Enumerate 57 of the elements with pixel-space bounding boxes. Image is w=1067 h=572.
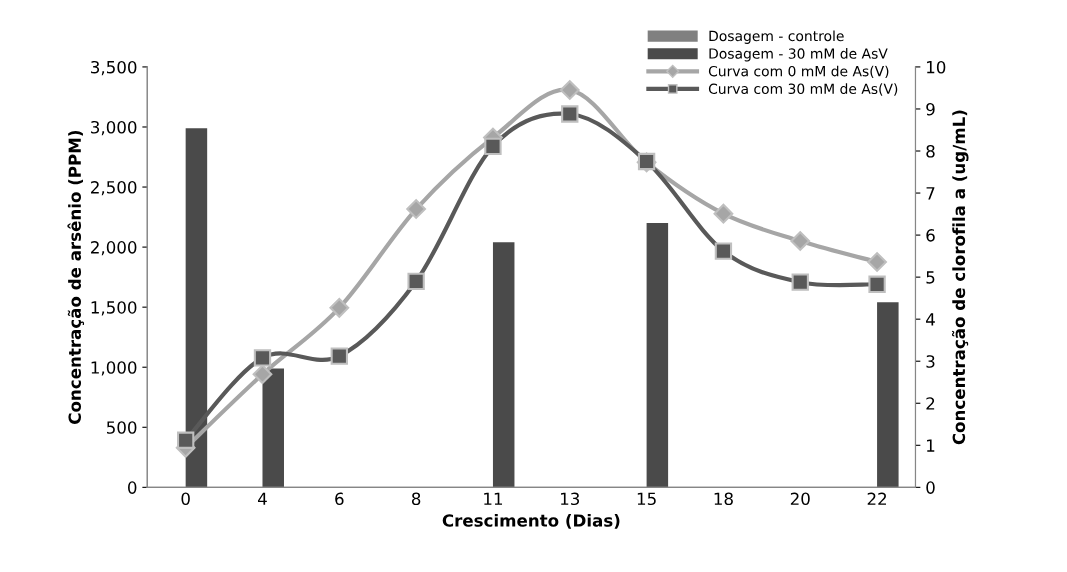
- y2-tick-label: 5: [926, 271, 935, 284]
- y2-tick-label: 9: [926, 102, 935, 116]
- legend-label: Dosagem - controle: [709, 30, 844, 44]
- y-tick-label: 0: [128, 481, 137, 494]
- x-tick-label: 20: [790, 492, 810, 506]
- y-tick-label: 1,500: [91, 301, 137, 316]
- y-axis-title: Concentração de arsênio (PPM): [67, 130, 85, 424]
- legend-label: Dosagem - 30 mM de AsV: [709, 48, 888, 62]
- point: [790, 231, 811, 251]
- point: [559, 80, 580, 100]
- x-axis-title: Crescimento (Dias): [442, 513, 620, 529]
- y2-tick-label: 3: [926, 355, 935, 368]
- x-tick-label: 13: [561, 492, 580, 506]
- x-tick-label: 11: [484, 492, 503, 505]
- point: [407, 272, 425, 291]
- point: [713, 203, 734, 224]
- y-tick-label: 3,500: [91, 60, 137, 76]
- point: [252, 364, 273, 385]
- legend-label: Curva com 30 mM de As(V): [708, 83, 898, 96]
- point: [867, 252, 887, 272]
- y-tick-label: 1,000: [91, 361, 137, 376]
- point: [714, 242, 733, 260]
- point: [253, 349, 272, 367]
- legend-label: Curva com 0 mM de As(V): [708, 65, 889, 79]
- x-tick-label: 22: [867, 492, 887, 505]
- y2-tick-label: 8: [926, 144, 935, 158]
- point: [329, 297, 350, 318]
- point: [561, 105, 579, 123]
- y-tick-label: 500: [107, 421, 137, 434]
- point: [406, 199, 427, 219]
- x-tick-label: 8: [411, 492, 421, 506]
- bar: [877, 302, 899, 488]
- y2-tick-label: 7: [926, 187, 935, 200]
- x-tick-label: 18: [714, 492, 733, 506]
- x-tick-label: 6: [335, 492, 344, 506]
- bar: [492, 242, 515, 488]
- x-tick-label: 0: [181, 492, 190, 506]
- y-tick-label: 2,000: [91, 241, 137, 256]
- y-tick-label: 2,500: [91, 181, 137, 196]
- y2-tick-label: 2: [926, 397, 935, 410]
- bar: [185, 128, 208, 488]
- y2-tick-label: 4: [926, 313, 935, 326]
- y2-tick-label: 0: [926, 481, 935, 494]
- point: [330, 347, 348, 365]
- y2-tick-label: 1: [927, 439, 935, 452]
- point: [868, 275, 886, 293]
- bar: [262, 368, 284, 488]
- point: [176, 431, 195, 449]
- y2-axis-title: Concentração de clorofila a (ug/mL): [951, 110, 969, 445]
- y2-tick-label: 10: [927, 60, 946, 74]
- x-tick-label: 15: [637, 492, 656, 506]
- point: [484, 137, 502, 156]
- x-tick-label: 4: [258, 492, 267, 505]
- point: [791, 273, 809, 291]
- y-tick-label: 3,000: [91, 120, 137, 136]
- y2-tick-label: 6: [926, 229, 935, 242]
- bar: [646, 223, 669, 488]
